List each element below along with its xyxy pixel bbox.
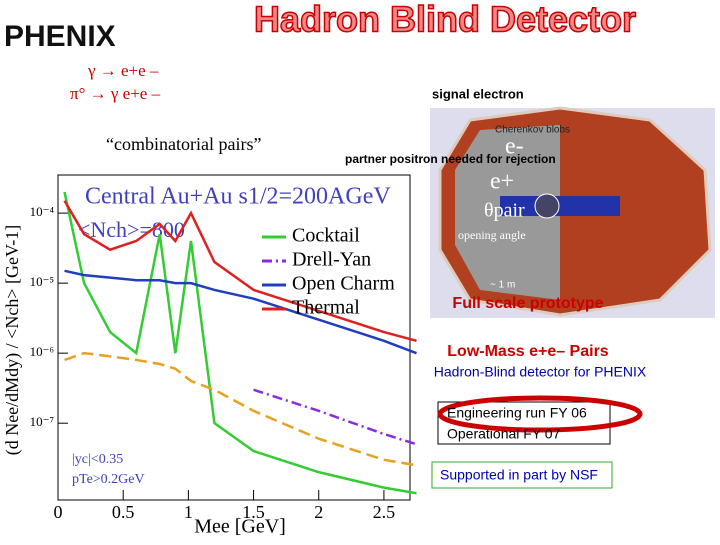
pipe-end <box>534 193 560 219</box>
detector-image <box>430 106 715 318</box>
y-tick-label: 10⁻⁵ <box>30 274 54 289</box>
annotation: “combinatorial pairs” <box>106 134 261 154</box>
highlight <box>437 395 643 433</box>
label: e+ <box>490 169 514 195</box>
x-tick-label: 2 <box>314 502 323 522</box>
x-tick-label: 0.5 <box>112 502 135 522</box>
status: Operational FY 07 <box>447 426 561 442</box>
y-tick-label: 10⁻⁴ <box>30 204 55 219</box>
x-tick-label: 1.5 <box>242 502 265 522</box>
x-tick-label: 1 <box>184 502 193 522</box>
label: partner positron needed for rejection <box>345 152 556 166</box>
chart: Central Au+Au s1/2=200AGeV <Nch>=800 |yc… <box>2 174 417 538</box>
series-line <box>253 388 417 446</box>
series-line <box>64 351 417 467</box>
x-axis-label: Mee [GeV] <box>194 516 286 538</box>
subheading: Hadron-Blind detector for PHENIX <box>434 364 647 380</box>
label: e- <box>505 134 524 160</box>
label: signal electron <box>432 86 524 101</box>
chart-subtitle: <Nch>=800 <box>78 217 185 242</box>
logo: PHENIX <box>4 20 116 53</box>
caption: Full scale prototype <box>452 295 603 312</box>
support-box <box>431 461 613 489</box>
label: ~ 1 m <box>490 280 515 291</box>
legend-label: Open Charm <box>292 273 395 295</box>
series-line <box>63 200 417 343</box>
legend-label: Drell-Yan <box>292 249 371 271</box>
status: Engineering run FY 06 <box>447 405 587 421</box>
x-tick-label: 2.5 <box>373 502 396 522</box>
series-line <box>64 269 417 355</box>
label: opening angle <box>458 228 526 242</box>
annotation: pTe>0.2GeV <box>72 472 145 487</box>
annotation: |yc|<0.35 <box>72 452 123 467</box>
y-tick-label: 10⁻⁶ <box>30 344 54 359</box>
legend-label: Thermal <box>292 297 360 319</box>
label: θpair <box>484 200 525 222</box>
title: Hadron Blind Detector <box>254 0 636 40</box>
series-line <box>63 191 417 495</box>
reaction: γ → e+e – <box>87 61 159 80</box>
label: Cherenkov blobs <box>495 125 570 136</box>
legend-label: Cocktail <box>292 225 360 247</box>
support: Supported in part by NSF <box>440 467 598 483</box>
y-axis-label: (d Nee/dMdy) / <Nch> [GeV-1] <box>2 225 23 456</box>
heading: Low-Mass e+e– Pairs <box>447 343 609 360</box>
reaction: π° → γ e+e – <box>70 84 161 103</box>
y-tick-label: 10⁻⁷ <box>30 414 54 429</box>
chart-title: Central Au+Au s1/2=200AGeV <box>85 184 391 210</box>
beam-pipe <box>500 196 620 216</box>
x-tick-label: 0 <box>54 502 63 522</box>
